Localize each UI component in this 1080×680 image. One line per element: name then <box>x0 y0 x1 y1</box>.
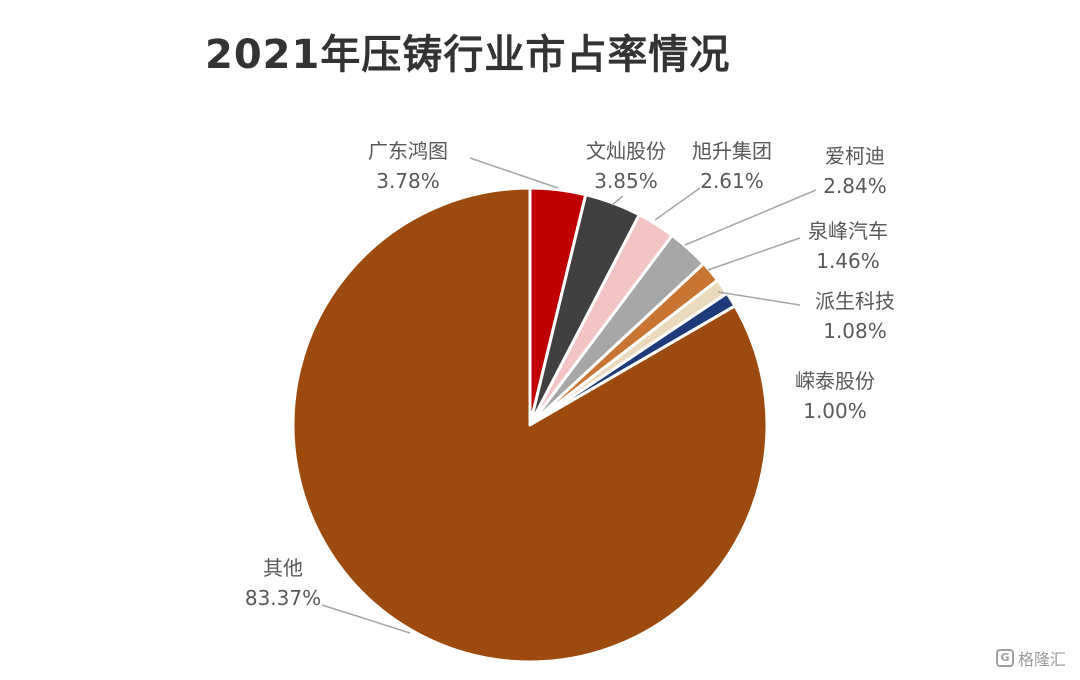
leader-line-5 <box>707 237 801 271</box>
slice-name-label: 泉峰汽车 <box>808 219 888 243</box>
slice-value-label: 2.61% <box>700 169 764 193</box>
leader-line-2 <box>611 195 624 206</box>
slice-labels: 广东鸿图 3.78% 文灿股份 3.85% 旭升集团 2.61% 爱柯迪 2.84% 泉峰汽车 1… <box>245 139 895 610</box>
slice-value-label: 1.00% <box>803 399 867 423</box>
watermark: G 格隆汇 <box>995 646 1066 670</box>
leader-line-6 <box>717 291 801 306</box>
slice-value-label: 1.46% <box>816 249 880 273</box>
leader-line-8 <box>321 604 411 634</box>
pie-slices <box>291 186 769 664</box>
leader-line-3 <box>654 187 701 221</box>
slice-value-label: 3.85% <box>594 169 658 193</box>
slice-name-label: 文灿股份 <box>586 139 666 163</box>
slice-value-label: 3.78% <box>376 169 440 193</box>
leader-line-1 <box>469 157 559 189</box>
slice-value-label: 83.37% <box>245 586 321 610</box>
chart-title: 2021年压铸行业市占率情况 <box>205 32 731 78</box>
slice-name-label: 旭升集团 <box>692 139 772 163</box>
watermark-logo-icon: G <box>995 649 1014 667</box>
slice-name-label: 广东鸿图 <box>368 139 448 163</box>
leader-line-4 <box>684 189 817 246</box>
slice-value-label: 2.84% <box>823 174 887 198</box>
slice-name-label: 爱柯迪 <box>825 144 885 168</box>
slice-name-label: 嵘泰股份 <box>795 369 875 393</box>
slice-name-label: 派生科技 <box>815 289 895 313</box>
slice-value-label: 1.08% <box>823 319 887 343</box>
pie-slice-8 <box>291 186 769 664</box>
leader-lines <box>321 157 817 634</box>
watermark-text: 格隆汇 <box>1017 650 1066 669</box>
slice-name-label: 其他 <box>263 556 303 580</box>
